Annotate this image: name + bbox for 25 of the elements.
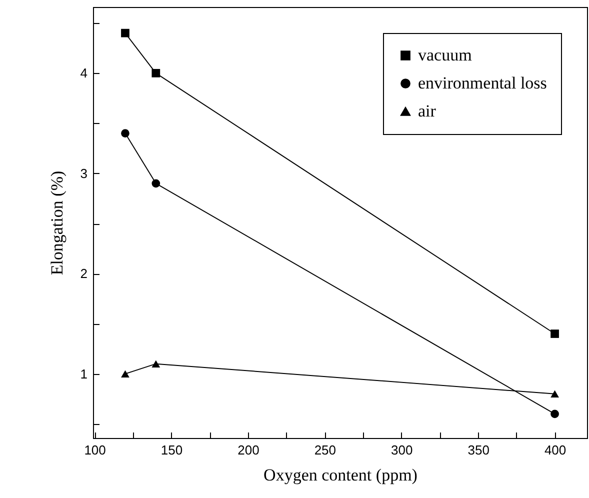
point <box>550 330 559 338</box>
point <box>152 179 160 188</box>
point <box>121 370 130 378</box>
x-axis-title: Oxygen content (ppm) <box>264 466 418 484</box>
x-tick-label: 300 <box>391 442 413 458</box>
point <box>121 129 130 138</box>
legend-label: environmental loss <box>418 74 547 92</box>
x-tick-label: 400 <box>544 442 566 458</box>
x-tick-label: 250 <box>314 442 336 458</box>
point <box>550 410 559 418</box>
x-tick-label: 150 <box>160 442 183 458</box>
x-tick-label: 200 <box>238 442 260 458</box>
point <box>152 360 160 368</box>
y-tick-label: 2 <box>80 266 88 282</box>
x-tick-label: 350 <box>468 442 490 458</box>
legend-label: air <box>418 102 436 120</box>
point <box>550 390 559 398</box>
legend-label: vacuum <box>418 46 472 64</box>
x-tick-label: 100 <box>84 442 106 458</box>
y-tick-label: 3 <box>80 166 88 181</box>
point <box>152 68 160 78</box>
y-axis-title: Elongation (%) <box>47 170 66 276</box>
y-tick-label: 1 <box>80 366 88 382</box>
y-tick-label: 4 <box>80 66 88 81</box>
point <box>121 28 130 38</box>
